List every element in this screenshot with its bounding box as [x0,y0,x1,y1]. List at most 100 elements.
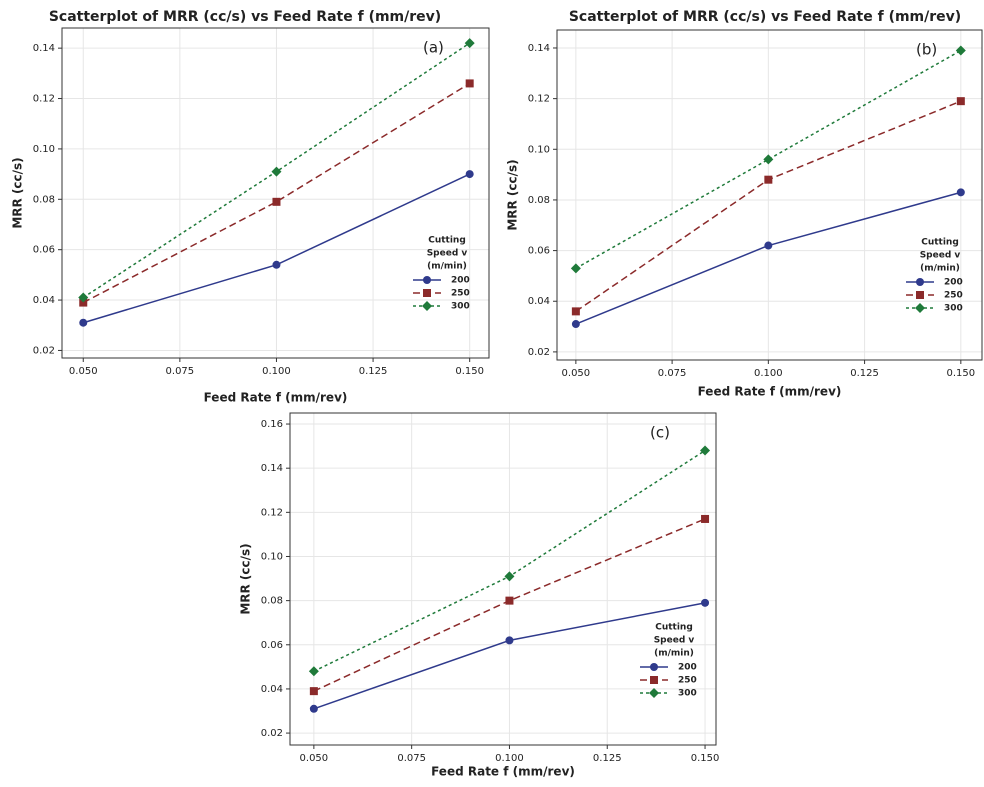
annotation: (c) [650,424,670,442]
legend-title: Speed v [427,249,468,259]
marker [700,445,711,456]
legend-label: 300 [944,304,963,314]
legend-title: (m/min) [654,649,694,659]
y-tick-label: 0.12 [528,94,550,105]
x-tick-label: 0.075 [658,368,687,379]
x-axis-label: Feed Rate f (mm/rev) [698,385,842,399]
marker [571,320,580,329]
y-tick-label: 0.16 [261,419,283,430]
marker [571,307,580,316]
chart-title: Scatterplot of MRR (cc/s) vs Feed Rate f… [569,9,961,25]
marker [701,514,710,523]
y-tick-label: 0.06 [528,246,550,257]
marker [763,154,774,165]
y-tick-label: 0.06 [33,245,55,256]
y-tick-label: 0.08 [528,195,550,206]
legend-label: 250 [451,289,470,299]
marker [955,45,966,56]
legend-title: (m/min) [427,262,467,272]
y-tick-label: 0.08 [33,194,55,205]
series-line [82,82,471,304]
marker [78,292,89,303]
marker [465,79,474,88]
legend-label: 200 [678,663,697,673]
y-tick-label: 0.02 [528,347,550,358]
y-tick-label: 0.14 [528,43,550,54]
y-tick-label: 0.02 [261,728,283,739]
annotation: (b) [916,41,937,59]
y-tick-label: 0.02 [33,345,55,356]
legend-marker [650,676,658,684]
x-tick-label: 0.150 [691,753,720,764]
marker [79,298,88,307]
y-tick-label: 0.06 [261,640,283,651]
y-axis-label: MRR (cc/s) [506,159,520,230]
x-tick-label: 0.125 [850,368,879,379]
y-tick-label: 0.12 [33,94,55,105]
legend-marker [423,276,431,284]
legend-marker [915,303,925,313]
legend-marker [422,301,432,311]
x-tick-label: 0.150 [947,368,976,379]
legend-marker [916,278,924,286]
legend-label: 200 [451,276,470,286]
y-tick-label: 0.14 [33,43,55,54]
legend-title: Cutting [921,238,959,248]
x-tick-label: 0.100 [754,368,783,379]
legend-marker [423,289,431,297]
legend-marker [649,688,659,698]
marker [309,704,318,713]
legend-label: 250 [944,291,963,301]
marker [465,170,474,179]
legend-label: 250 [678,676,697,686]
y-tick-label: 0.14 [261,463,283,474]
y-tick-label: 0.04 [261,684,283,695]
x-tick-label: 0.050 [562,368,591,379]
marker [79,318,88,327]
legend-title: Speed v [920,251,961,261]
marker [764,175,773,184]
y-axis-label: MRR (cc/s) [239,543,253,614]
marker [308,666,319,677]
marker [504,571,515,582]
legend-title: Speed v [654,636,695,646]
y-tick-label: 0.04 [528,296,550,307]
legend-label: 300 [451,302,470,312]
legend-title: (m/min) [920,264,960,274]
y-tick-label: 0.10 [261,551,283,562]
marker [271,166,282,177]
plot-frame [61,27,490,359]
x-tick-label: 0.125 [359,366,388,377]
plot-frame [556,29,983,361]
y-tick-label: 0.08 [261,596,283,607]
x-tick-label: 0.075 [166,366,195,377]
x-axis-label: Feed Rate f (mm/rev) [204,391,348,405]
marker [464,38,475,49]
marker [272,260,281,269]
y-axis-label: MRR (cc/s) [11,157,25,228]
chart-title: Scatterplot of MRR (cc/s) vs Feed Rate f… [49,9,441,25]
marker [309,687,318,696]
x-tick-label: 0.100 [262,366,291,377]
annotation: (a) [423,39,444,57]
legend-title: Cutting [655,623,693,633]
marker [505,596,514,605]
series-line [575,49,962,269]
legend-marker [650,663,658,671]
x-tick-label: 0.150 [455,366,484,377]
y-tick-label: 0.04 [33,295,55,306]
marker [570,263,581,274]
legend-title: Cutting [428,236,466,246]
x-tick-label: 0.050 [300,753,329,764]
legend-label: 200 [944,278,963,288]
marker [505,636,514,645]
marker [956,188,965,197]
x-tick-label: 0.125 [593,753,622,764]
x-axis-label: Feed Rate f (mm/rev) [431,765,575,779]
x-tick-label: 0.050 [69,366,98,377]
x-tick-label: 0.100 [495,753,524,764]
marker [272,197,281,206]
y-tick-label: 0.10 [33,144,55,155]
legend-label: 300 [678,689,697,699]
